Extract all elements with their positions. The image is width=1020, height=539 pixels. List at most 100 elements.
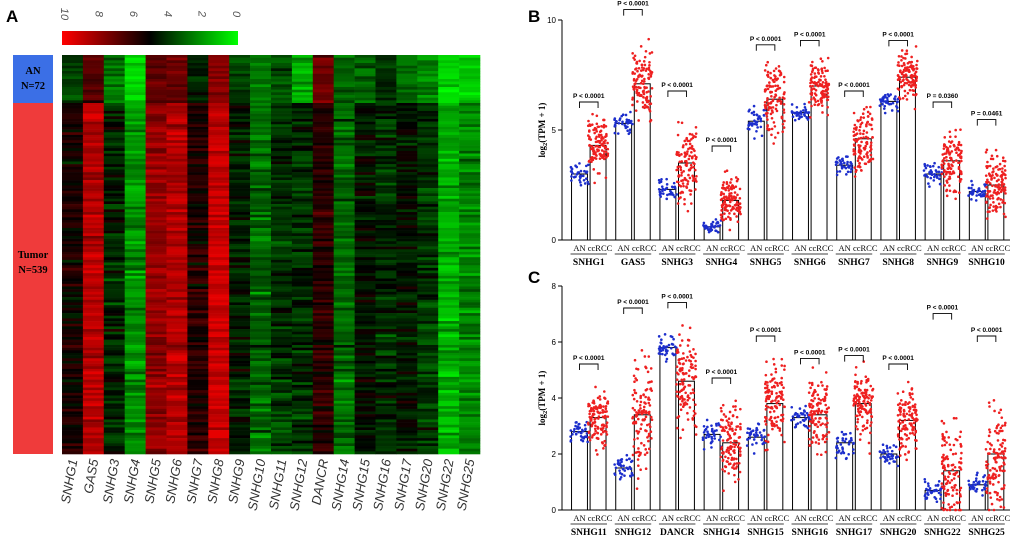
- heatmap-cell: [103, 305, 125, 309]
- point-tumor: [903, 89, 907, 93]
- heatmap-cell: [459, 188, 481, 192]
- point-tumor: [941, 165, 944, 169]
- point-tumor: [646, 370, 650, 374]
- heatmap-cell: [396, 145, 418, 149]
- point-an: [569, 435, 572, 438]
- heatmap-cell: [438, 134, 460, 138]
- heatmap-cell: [187, 337, 209, 340]
- heatmap-cell: [312, 76, 334, 80]
- point-tumor: [649, 95, 652, 98]
- heatmap-cell: [333, 108, 355, 112]
- point-an: [624, 124, 627, 128]
- heatmap-cell: [417, 435, 439, 439]
- point-tumor: [992, 170, 995, 173]
- heatmap-cell: [459, 299, 481, 303]
- point-tumor: [820, 100, 823, 103]
- heatmap-cell: [312, 384, 334, 388]
- heatmap-cell: [82, 273, 105, 277]
- heatmap-cell: [187, 368, 209, 372]
- heatmap-cell: [145, 432, 167, 436]
- bar-an-SNHG5: [747, 120, 765, 241]
- heatmap-cell: [82, 118, 105, 122]
- point-tumor: [777, 65, 781, 68]
- heatmap-cell: [250, 283, 272, 287]
- heatmap-cell: [291, 398, 314, 402]
- heatmap-cell: [459, 395, 481, 399]
- group-label-ccrcc: ccRCC: [765, 243, 790, 253]
- heatmap-cell: [312, 448, 334, 452]
- heatmap-cell: [82, 249, 105, 253]
- point-tumor: [765, 115, 769, 118]
- heatmap-cell: [62, 427, 84, 431]
- heatmap-cell: [291, 387, 314, 391]
- point-tumor: [638, 73, 641, 77]
- heatmap-cell: [250, 331, 272, 335]
- point-tumor: [736, 177, 740, 181]
- heatmap-cell: [459, 262, 481, 266]
- heatmap-cell: [375, 95, 397, 98]
- heatmap-cell: [312, 158, 334, 162]
- point-tumor: [587, 160, 591, 163]
- heatmap-cell: [271, 217, 293, 221]
- point-tumor: [950, 163, 953, 166]
- heatmap-cell: [271, 105, 293, 109]
- heatmap-cell: [354, 73, 376, 77]
- point-tumor: [908, 60, 911, 64]
- heatmap-cell: [375, 347, 397, 351]
- heatmap-cell: [166, 358, 188, 362]
- heatmap-cell: [333, 249, 355, 253]
- point-tumor: [908, 88, 912, 92]
- heatmap-cell: [271, 371, 293, 375]
- heatmap-cell: [82, 230, 105, 234]
- heatmap-cell: [208, 379, 230, 383]
- point-an: [622, 464, 625, 468]
- heatmap-cell: [62, 273, 84, 277]
- heatmap-cell: [291, 166, 314, 170]
- heatmap-cell: [333, 132, 355, 136]
- heatmap-cell: [124, 230, 146, 234]
- heatmap-cell: [396, 427, 418, 431]
- heatmap-cell: [396, 376, 418, 380]
- point-tumor: [771, 85, 775, 88]
- heatmap-cell: [124, 382, 146, 386]
- point-tumor: [771, 111, 774, 114]
- point-tumor: [860, 168, 863, 172]
- point-tumor: [900, 64, 904, 68]
- point-tumor: [959, 151, 963, 155]
- point-tumor: [645, 423, 649, 427]
- point-an: [707, 230, 711, 234]
- heatmap-cell: [187, 443, 209, 447]
- heatmap-cell: [208, 443, 230, 447]
- point-tumor: [914, 45, 918, 48]
- point-tumor: [813, 103, 817, 107]
- heatmap-cell: [333, 315, 355, 319]
- point-tumor: [643, 103, 647, 107]
- gene-label: SNHG1: [573, 258, 605, 268]
- heatmap-cell: [187, 142, 209, 146]
- heatmap-cell: [145, 427, 167, 431]
- point-tumor: [906, 91, 910, 95]
- heatmap-cell: [459, 204, 481, 208]
- heatmap-cell: [229, 419, 251, 423]
- heatmap-cell: [438, 201, 460, 205]
- heatmap-cell: [312, 126, 334, 130]
- heatmap-cell: [145, 134, 167, 138]
- heatmap-cell: [417, 390, 439, 394]
- point-an: [760, 134, 764, 138]
- heatmap-cell: [62, 129, 84, 133]
- heatmap-cell: [208, 326, 230, 330]
- point-an: [657, 178, 661, 182]
- point-tumor: [852, 148, 856, 151]
- heatmap-cell: [124, 89, 146, 93]
- point-tumor: [685, 159, 688, 163]
- heatmap-cell: [250, 297, 272, 301]
- heatmap-cell: [208, 414, 230, 418]
- point-an: [806, 111, 810, 115]
- heatmap-cell: [82, 281, 105, 285]
- heatmap-cell: [354, 177, 376, 181]
- heatmap-cell: [166, 153, 188, 157]
- heatmap-cell: [82, 419, 105, 423]
- heatmap-cell: [291, 116, 314, 120]
- heatmap-cell: [103, 352, 125, 356]
- heatmap-cell: [208, 446, 230, 449]
